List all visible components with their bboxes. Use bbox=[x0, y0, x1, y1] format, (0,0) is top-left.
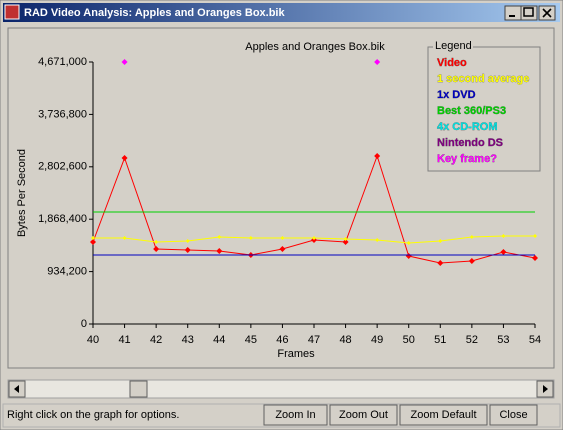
legend-entry: Key frame? bbox=[437, 153, 497, 165]
legend-entry: 1 second average bbox=[437, 73, 529, 85]
scroll-thumb[interactable] bbox=[129, 380, 148, 398]
legend-entry: 1x DVD bbox=[437, 89, 476, 101]
scrollbar[interactable] bbox=[7, 379, 555, 399]
data-point bbox=[121, 59, 128, 65]
data-point bbox=[343, 237, 348, 242]
minimize-button[interactable] bbox=[504, 5, 522, 21]
y-tick-label: 3,736,800 bbox=[38, 108, 87, 120]
window-title: RAD Video Analysis: Apples and Oranges B… bbox=[24, 7, 285, 19]
legend-entry: 4x CD-ROM bbox=[437, 121, 498, 133]
legend-entry: Best 360/PS3 bbox=[437, 105, 506, 117]
legend: Video 1 second average 1x DVD Best 360/PS3 4… bbox=[437, 57, 530, 165]
data-point bbox=[469, 235, 474, 240]
data-point bbox=[90, 238, 96, 245]
data-point bbox=[121, 154, 128, 161]
x-tick-label: 49 bbox=[371, 334, 383, 346]
data-point bbox=[217, 235, 222, 240]
chart-title: Apples and Oranges Box.bik bbox=[245, 41, 385, 53]
zoom-out-button[interactable]: Zoom Out bbox=[329, 404, 398, 426]
legend-box bbox=[427, 46, 541, 172]
close-button[interactable]: Close bbox=[489, 404, 538, 426]
data-point bbox=[374, 153, 381, 160]
data-point bbox=[91, 236, 95, 241]
app-icon bbox=[4, 4, 20, 20]
y-tick-label: 934,200 bbox=[47, 266, 87, 278]
data-point bbox=[153, 246, 160, 253]
data-point bbox=[216, 248, 223, 255]
button-label: Close bbox=[499, 409, 527, 421]
data-point bbox=[500, 248, 507, 255]
data-point bbox=[154, 239, 159, 244]
data-point bbox=[185, 238, 190, 243]
data-point bbox=[438, 238, 443, 243]
data-point bbox=[532, 254, 538, 261]
legend-title-bg bbox=[433, 40, 473, 52]
data-point bbox=[375, 237, 380, 242]
data-point bbox=[312, 236, 316, 241]
data-point bbox=[437, 259, 444, 266]
y-tick-label: 2,802,600 bbox=[38, 161, 87, 173]
button-label: Zoom Default bbox=[410, 409, 476, 421]
title-bar bbox=[3, 3, 560, 22]
maximize-button[interactable] bbox=[520, 5, 538, 21]
data-point bbox=[374, 59, 381, 65]
x-tick-label: 40 bbox=[87, 334, 99, 346]
y-tick-label: 4,671,000 bbox=[38, 56, 87, 68]
legend-entry: Nintendo DS bbox=[437, 137, 503, 149]
x-tick-label: 54 bbox=[529, 334, 541, 346]
data-point bbox=[280, 236, 285, 241]
x-tick-label: 46 bbox=[276, 334, 288, 346]
data-point bbox=[248, 236, 253, 241]
button-label: Zoom In bbox=[275, 409, 315, 421]
x-tick-label: 51 bbox=[434, 334, 446, 346]
x-tick-label: 50 bbox=[403, 334, 415, 346]
data-point bbox=[184, 247, 191, 254]
close-window-button[interactable] bbox=[538, 5, 556, 21]
x-tick-label: 43 bbox=[182, 334, 194, 346]
x-tick-label: 52 bbox=[466, 334, 478, 346]
data-point bbox=[533, 233, 537, 238]
x-tick-label: 53 bbox=[497, 334, 509, 346]
legend-title: Legend bbox=[435, 40, 472, 52]
data-point bbox=[406, 241, 411, 246]
y-tick-label: 0 bbox=[81, 318, 87, 330]
data-point bbox=[501, 233, 506, 238]
data-point bbox=[279, 246, 286, 253]
scroll-right[interactable] bbox=[536, 380, 554, 398]
data-point bbox=[342, 238, 349, 245]
button-label: Zoom Out bbox=[339, 409, 388, 421]
status-text: Right click on the graph for options. bbox=[7, 409, 179, 421]
y-tick-label: 1,868,400 bbox=[38, 213, 87, 225]
zoom-default-button[interactable]: Zoom Default bbox=[399, 404, 488, 426]
data-point bbox=[122, 236, 127, 241]
x-tick-label: 47 bbox=[308, 334, 320, 346]
x-tick-label: 45 bbox=[245, 334, 257, 346]
y-axis-label: Bytes Per Second bbox=[16, 149, 28, 237]
chart-panel bbox=[7, 27, 555, 369]
x-tick-label: 48 bbox=[339, 334, 351, 346]
scroll-left[interactable] bbox=[8, 380, 26, 398]
x-axis-label: Frames bbox=[277, 348, 315, 360]
x-tick-label: 42 bbox=[150, 334, 162, 346]
x-tick-label: 41 bbox=[118, 334, 130, 346]
legend-entry: Video bbox=[437, 57, 467, 69]
plot: 0 934,200 1,868,400 2,802,600 3,736,800 4,671… bbox=[38, 56, 541, 346]
data-point bbox=[468, 258, 475, 265]
zoom-in-button[interactable]: Zoom In bbox=[263, 404, 328, 426]
x-tick-label: 44 bbox=[213, 334, 225, 346]
